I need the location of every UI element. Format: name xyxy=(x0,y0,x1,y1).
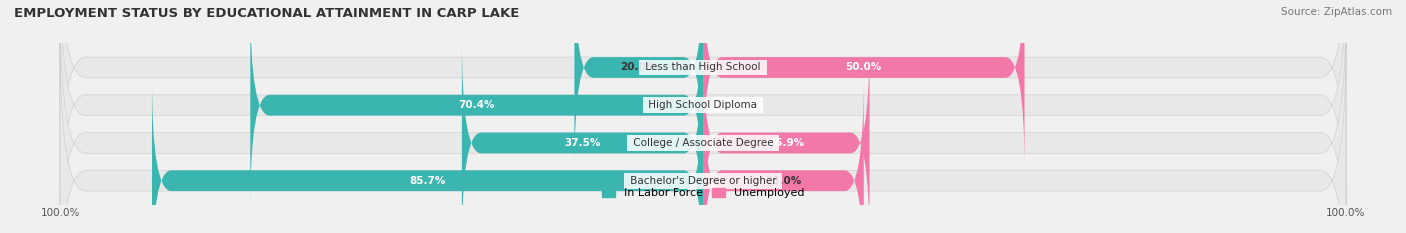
FancyBboxPatch shape xyxy=(60,2,1346,233)
Text: 25.9%: 25.9% xyxy=(768,138,804,148)
FancyBboxPatch shape xyxy=(60,0,1346,208)
FancyBboxPatch shape xyxy=(60,0,1346,233)
FancyBboxPatch shape xyxy=(703,0,1025,170)
FancyBboxPatch shape xyxy=(463,40,703,233)
Text: 37.5%: 37.5% xyxy=(564,138,600,148)
Text: 20.0%: 20.0% xyxy=(620,62,657,72)
FancyBboxPatch shape xyxy=(703,40,869,233)
Text: 50.0%: 50.0% xyxy=(845,62,882,72)
Text: High School Diploma: High School Diploma xyxy=(645,100,761,110)
FancyBboxPatch shape xyxy=(575,0,703,170)
Text: College / Associate Degree: College / Associate Degree xyxy=(630,138,776,148)
Text: Less than High School: Less than High School xyxy=(643,62,763,72)
Text: 85.7%: 85.7% xyxy=(409,176,446,186)
FancyBboxPatch shape xyxy=(703,78,863,233)
Text: Source: ZipAtlas.com: Source: ZipAtlas.com xyxy=(1281,7,1392,17)
FancyBboxPatch shape xyxy=(60,40,1346,233)
FancyBboxPatch shape xyxy=(250,2,703,208)
Text: 70.4%: 70.4% xyxy=(458,100,495,110)
FancyBboxPatch shape xyxy=(152,78,703,233)
Text: Bachelor's Degree or higher: Bachelor's Degree or higher xyxy=(627,176,779,186)
Text: 25.0%: 25.0% xyxy=(765,176,801,186)
Legend: In Labor Force, Unemployed: In Labor Force, Unemployed xyxy=(598,184,808,203)
Text: EMPLOYMENT STATUS BY EDUCATIONAL ATTAINMENT IN CARP LAKE: EMPLOYMENT STATUS BY EDUCATIONAL ATTAINM… xyxy=(14,7,519,20)
